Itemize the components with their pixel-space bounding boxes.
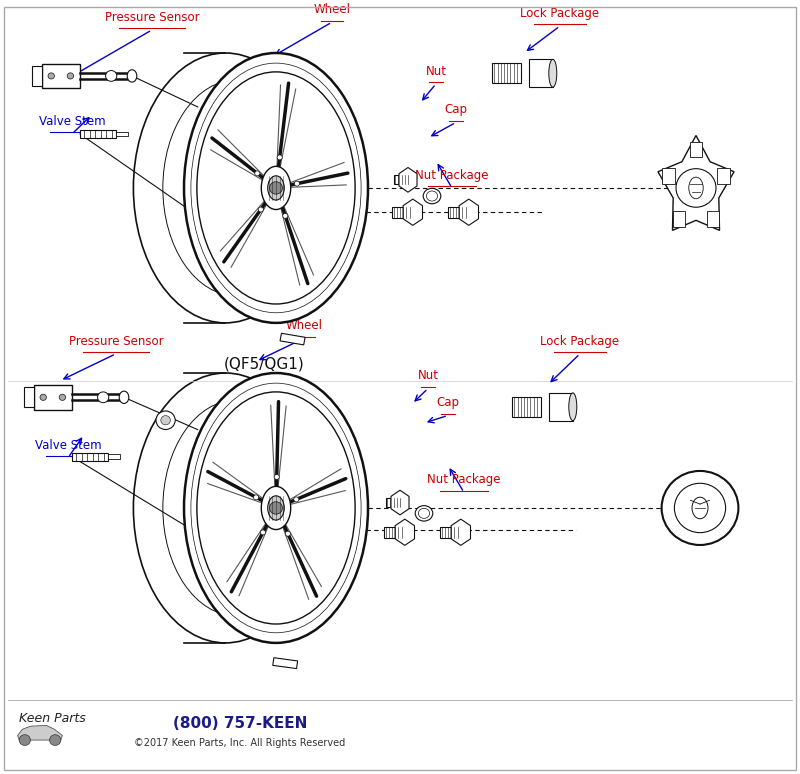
Text: Pressure Sensor: Pressure Sensor [69,334,163,348]
Text: (800) 757-KEEN: (800) 757-KEEN [173,717,307,731]
Bar [42,63,80,88]
Text: Cap: Cap [437,396,459,409]
Circle shape [258,207,263,212]
Bar [108,454,120,459]
Circle shape [161,416,170,425]
Text: ©2017 Keen Parts, Inc. All Rights Reserved: ©2017 Keen Parts, Inc. All Rights Reserv… [134,738,346,748]
Text: Nut Package: Nut Package [415,169,489,182]
Bar [34,385,72,409]
Circle shape [294,497,299,502]
Ellipse shape [184,373,368,643]
Ellipse shape [268,176,284,200]
Circle shape [59,394,66,400]
Polygon shape [280,334,305,345]
Circle shape [48,73,54,79]
Bar [384,527,402,538]
Polygon shape [403,199,422,225]
Bar [440,527,458,538]
Polygon shape [273,658,298,669]
Bar [706,211,719,227]
Text: Pressure Sensor: Pressure Sensor [105,11,199,24]
Polygon shape [399,167,417,192]
Text: (QF5/QG1): (QF5/QG1) [224,356,304,372]
Bar [392,207,410,217]
Circle shape [254,171,260,176]
Bar [549,393,573,420]
Circle shape [156,411,175,430]
Ellipse shape [423,188,441,204]
Bar [24,388,34,407]
Ellipse shape [127,70,137,82]
Bar [116,132,128,136]
Circle shape [254,495,258,500]
Circle shape [294,181,299,186]
Text: Keen Parts: Keen Parts [18,712,86,725]
Ellipse shape [197,392,355,624]
Bar [80,130,116,138]
Text: Cap: Cap [445,103,467,116]
Circle shape [282,214,288,218]
Circle shape [98,392,109,402]
Text: Nut Package: Nut Package [427,474,501,486]
Text: Wheel: Wheel [314,3,350,16]
Polygon shape [459,199,478,225]
Bar [394,175,408,184]
Circle shape [50,735,61,745]
Text: Lock Package: Lock Package [521,7,599,20]
Bar [72,453,108,461]
Ellipse shape [184,53,368,323]
Circle shape [67,73,74,79]
Bar [492,63,521,84]
Circle shape [260,530,266,535]
Bar [32,66,42,86]
Text: Lock Package: Lock Package [541,334,619,348]
Polygon shape [658,135,734,231]
Polygon shape [391,490,409,515]
Text: Nut: Nut [418,369,438,382]
Circle shape [274,474,279,479]
Circle shape [277,155,282,160]
Bar [448,207,466,217]
Ellipse shape [197,72,355,304]
Circle shape [286,531,290,536]
Circle shape [674,483,726,533]
Bar [690,142,702,157]
Polygon shape [395,519,414,546]
Circle shape [40,394,46,400]
Text: Nut: Nut [426,65,446,77]
Text: Valve Stem: Valve Stem [38,115,106,128]
Bar [386,498,400,507]
Ellipse shape [119,391,129,403]
Bar [529,60,553,87]
Bar [512,397,541,416]
Ellipse shape [549,60,557,87]
Ellipse shape [268,496,284,520]
Bar [673,211,686,227]
Polygon shape [451,519,470,546]
Bar [662,168,675,183]
Bar [717,168,730,183]
Circle shape [19,735,30,745]
Circle shape [662,471,738,545]
Ellipse shape [415,505,433,521]
Circle shape [676,169,716,207]
Circle shape [106,70,117,81]
Polygon shape [18,725,62,740]
Ellipse shape [569,393,577,420]
Ellipse shape [262,486,290,529]
Circle shape [270,502,282,514]
Ellipse shape [262,166,290,210]
Circle shape [270,182,282,194]
Text: Wheel: Wheel [286,319,322,332]
Text: Valve Stem: Valve Stem [34,439,102,452]
